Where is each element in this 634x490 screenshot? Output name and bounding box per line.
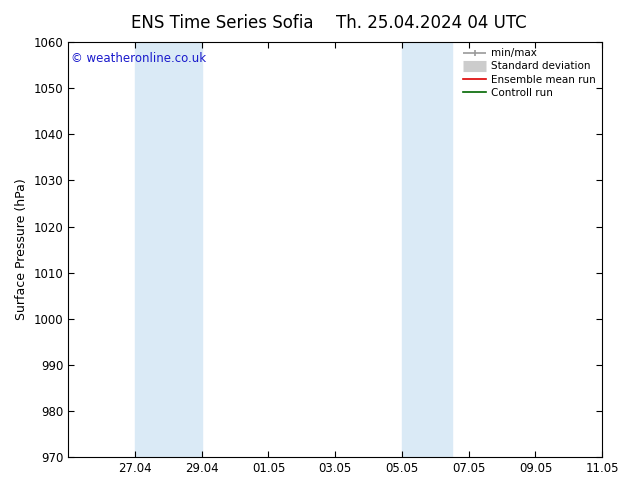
Bar <box>135 42 202 457</box>
Text: Th. 25.04.2024 04 UTC: Th. 25.04.2024 04 UTC <box>336 14 526 32</box>
Y-axis label: Surface Pressure (hPa): Surface Pressure (hPa) <box>15 179 28 320</box>
Text: © weatheronline.co.uk: © weatheronline.co.uk <box>71 52 206 66</box>
Bar <box>402 42 452 457</box>
Legend: min/max, Standard deviation, Ensemble mean run, Controll run: min/max, Standard deviation, Ensemble me… <box>459 44 600 102</box>
Text: ENS Time Series Sofia: ENS Time Series Sofia <box>131 14 313 32</box>
